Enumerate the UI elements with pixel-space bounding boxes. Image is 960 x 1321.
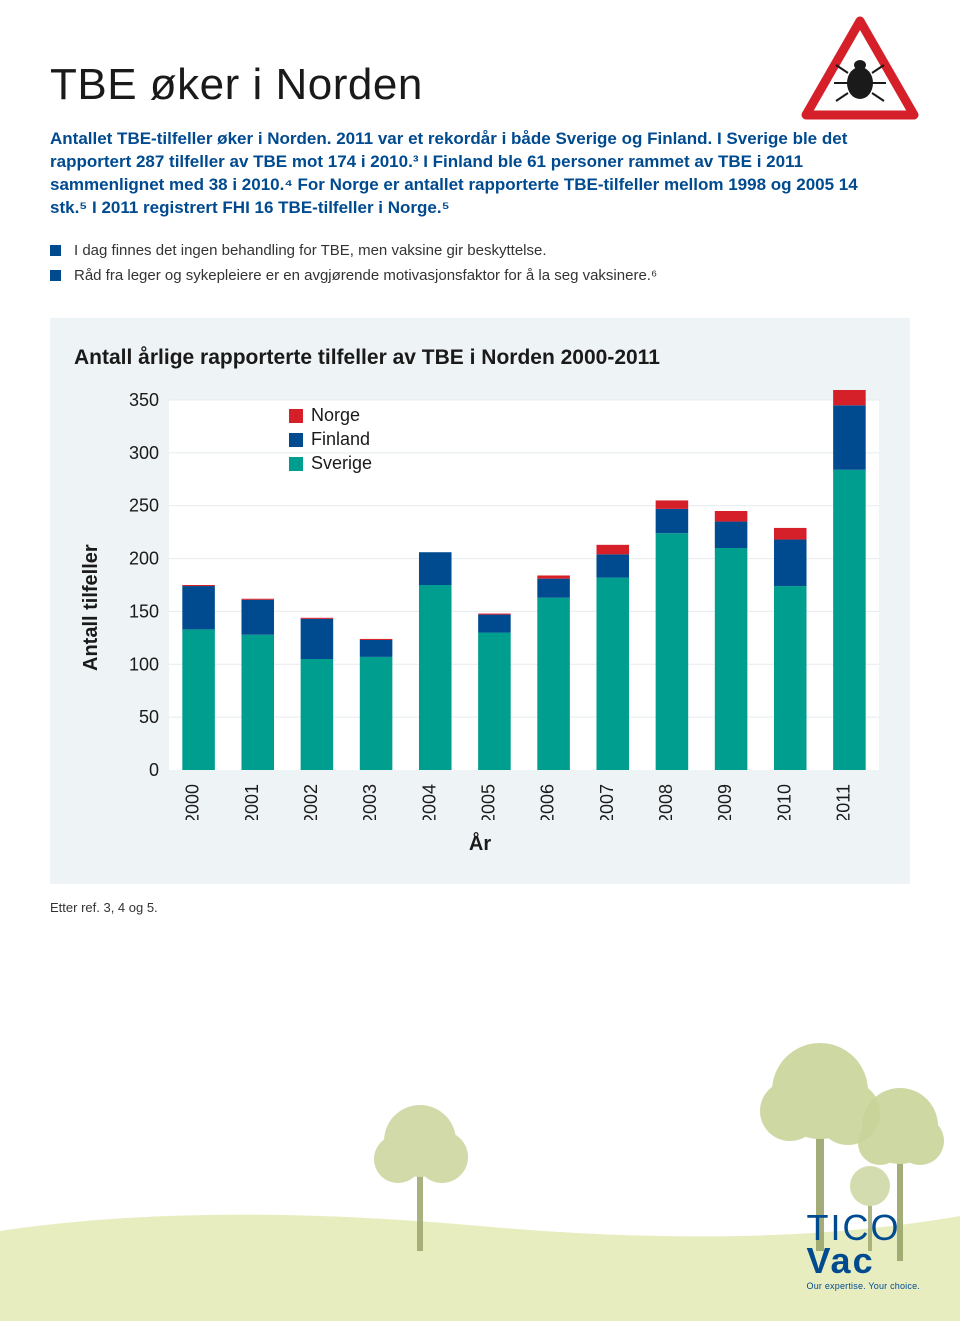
svg-text:0: 0 — [149, 760, 159, 780]
svg-text:200: 200 — [129, 548, 159, 568]
intro-paragraph: Antallet TBE-tilfeller øker i Norden. 20… — [50, 128, 870, 220]
svg-text:Norge: Norge — [311, 405, 360, 425]
svg-text:Finland: Finland — [311, 429, 370, 449]
list-item: I dag finnes det ingen behandling for TB… — [50, 240, 910, 263]
chart-x-label: År — [74, 833, 886, 856]
svg-text:2006: 2006 — [538, 784, 558, 820]
chart-y-label: Antall tilfeller — [74, 390, 109, 825]
svg-text:2002: 2002 — [301, 784, 321, 820]
svg-text:2010: 2010 — [774, 784, 794, 820]
svg-text:2008: 2008 — [656, 784, 676, 820]
reference-note: Etter ref. 3, 4 og 5. — [50, 900, 910, 915]
svg-text:Sverige: Sverige — [311, 453, 372, 473]
svg-text:2007: 2007 — [597, 784, 617, 820]
svg-text:350: 350 — [129, 390, 159, 410]
bullet-list: I dag finnes det ingen behandling for TB… — [50, 240, 910, 288]
svg-text:2011: 2011 — [833, 784, 853, 820]
logo-tagline: Our expertise. Your choice. — [807, 1281, 920, 1291]
tick-warning-icon — [800, 15, 920, 125]
page-title: TBE øker i Norden — [50, 60, 910, 110]
svg-text:2005: 2005 — [478, 784, 498, 820]
svg-text:100: 100 — [129, 654, 159, 674]
svg-text:2001: 2001 — [242, 784, 262, 820]
svg-text:300: 300 — [129, 443, 159, 463]
chart-panel: Antall årlige rapporterte tilfeller av T… — [50, 318, 910, 884]
svg-text:2004: 2004 — [419, 784, 439, 820]
logo-line2: Vac — [807, 1245, 920, 1277]
svg-text:2009: 2009 — [715, 784, 735, 820]
svg-text:2003: 2003 — [360, 784, 380, 820]
chart-title: Antall årlige rapporterte tilfeller av T… — [74, 346, 886, 370]
stacked-bar-chart: 0 50 100 150 200 250 300 350 2000 2001 2002 2003 200… — [109, 390, 889, 820]
svg-text:2000: 2000 — [183, 784, 203, 820]
svg-text:250: 250 — [129, 495, 159, 515]
svg-text:50: 50 — [139, 707, 159, 727]
list-item: Råd fra leger og sykepleiere er en avgjø… — [50, 265, 910, 288]
brand-logo: TICO Vac Our expertise. Your choice. — [807, 1212, 920, 1291]
svg-text:150: 150 — [129, 601, 159, 621]
